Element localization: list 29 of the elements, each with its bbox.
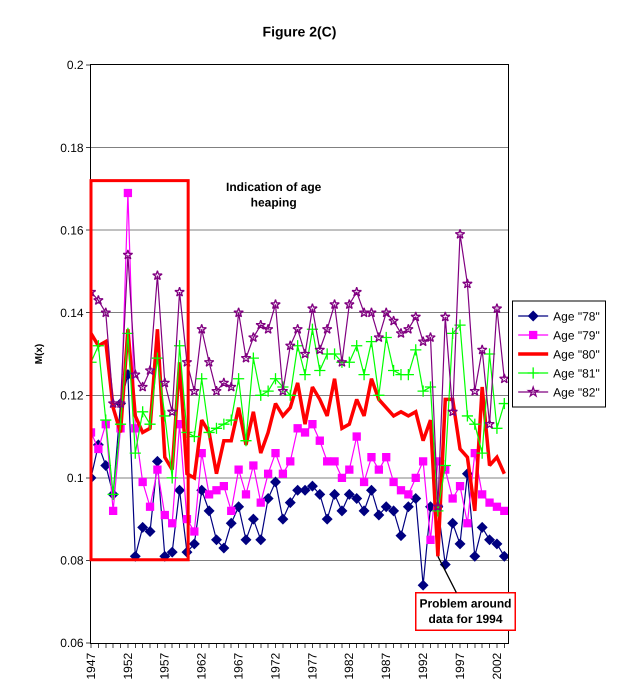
legend-label: Age "78" [553,310,600,324]
x-tick-label: 1982 [342,652,356,680]
annotation: Problem around data for 1994 [420,596,512,626]
y-tick-label: 0.08 [60,554,84,568]
x-tick-label: 1992 [416,652,430,680]
y-tick-label: 0.2 [66,58,84,72]
legend-label: Age "82" [553,386,600,400]
y-tick-label: 0.1 [66,471,84,486]
y-tick-label: 0.18 [60,140,84,155]
x-tick-label: 1972 [268,652,282,680]
y-tick-label: 0.12 [60,388,84,402]
annotation: Indication of age heaping [226,180,322,210]
x-tick-label: 1987 [379,652,394,680]
legend-label: Age "79" [553,328,600,343]
x-tick-label: 1967 [232,652,246,680]
legend-label: Age "81" [553,366,600,381]
x-tick-label: 1952 [120,652,135,680]
legend-label: Age "80" [553,348,600,362]
y-axis-title: M(x) [34,344,46,364]
y-tick-label: 0.16 [60,223,84,238]
x-tick-label: 2002 [490,652,504,680]
chart-title: Figure 2(C) [262,23,336,40]
x-tick-label: 1977 [305,652,320,680]
x-tick-label: 1962 [194,652,209,680]
x-tick-label: 1997 [452,652,467,680]
y-tick-label: 0.06 [60,636,84,650]
y-tick-label: 0.14 [60,306,84,320]
x-tick-label: 1947 [84,652,98,680]
x-tick-label: 1957 [158,652,172,680]
